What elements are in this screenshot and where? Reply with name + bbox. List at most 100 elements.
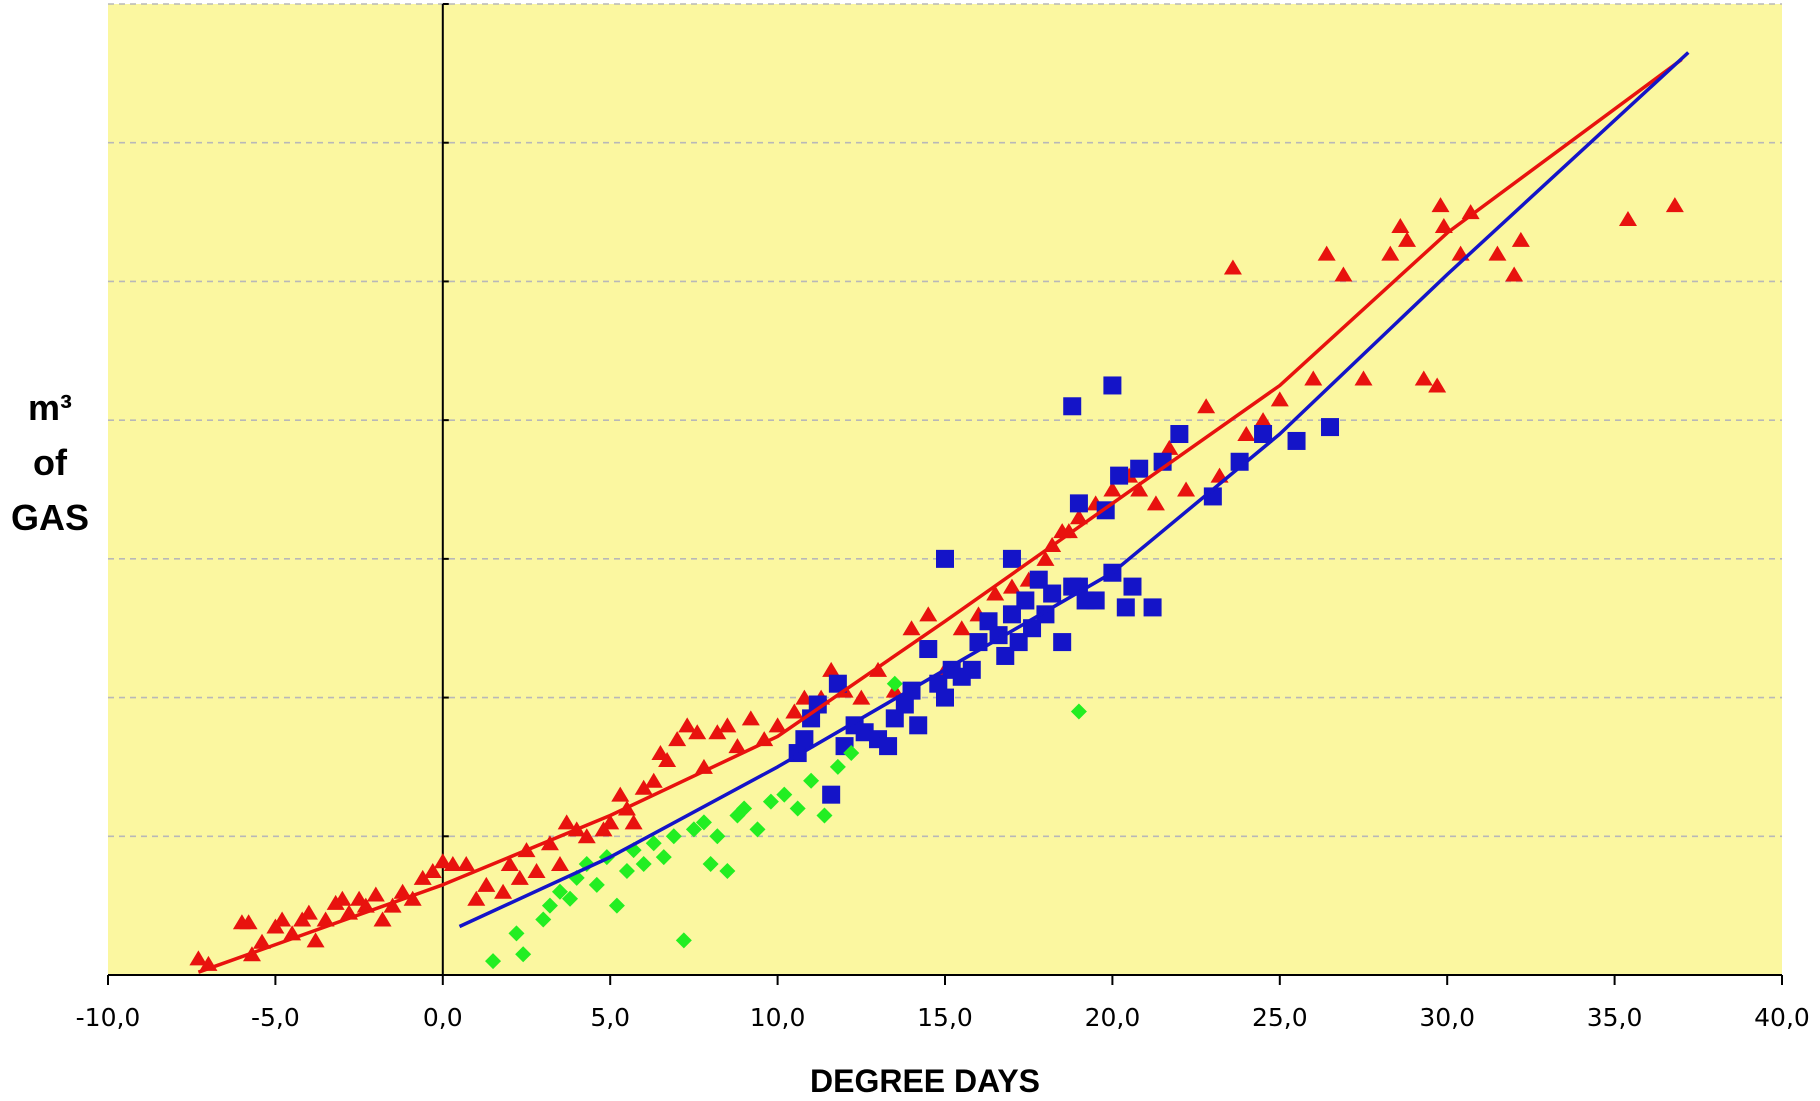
x-tick-label: 20,0 [1085,1003,1141,1032]
square-point [1069,494,1088,513]
x-tick-label: 10,0 [750,1003,806,1032]
triangle-point [902,620,921,636]
triangle-point [366,886,385,902]
square-point [1063,397,1082,416]
diamond-point [776,786,793,803]
triangle-point [1130,481,1149,497]
square-point [1053,633,1072,652]
square-point [979,612,998,631]
triangle-point [768,717,787,733]
x-tick-label: 40,0 [1754,1003,1810,1032]
triangle-point [306,932,325,948]
fit-line-red [197,58,1683,974]
diamond-point [588,876,605,893]
square-point [1116,598,1135,617]
triangle-point [413,869,432,885]
triangle-point [728,738,747,754]
x-tick-label: -5,0 [251,1003,300,1032]
square-point [1321,418,1340,437]
x-tick-label: 0,0 [423,1003,463,1032]
square-point [909,716,928,735]
triangle-point [1414,370,1433,386]
square-point [1123,577,1142,596]
triangle-point [741,710,760,726]
triangle-point [1461,204,1480,220]
triangle-point [1254,412,1273,428]
triangle-point [443,856,462,872]
square-point [1143,598,1162,617]
triangle-point [500,856,519,872]
triangle-point [433,853,452,869]
y-axis-label-line-3: GAS [10,497,89,538]
triangle-point [611,786,630,802]
triangle-point [467,890,486,906]
triangle-point [1428,377,1447,393]
triangle-point [822,661,841,677]
triangle-point [1146,495,1165,511]
diamond-point [535,911,552,928]
x-tick-label: 25,0 [1252,1003,1308,1032]
triangle-point [601,814,620,830]
square-point [1016,591,1035,610]
diamond-point [702,856,719,873]
square-point [885,709,904,728]
triangle-point [1270,391,1289,407]
triangle-point [1665,197,1684,213]
triangle-point [1036,550,1055,566]
triangle-point [403,890,422,906]
triangle-point [1381,245,1400,261]
y-axis-label: m³ of GAS [0,380,100,545]
square-point [1043,584,1062,603]
diamond-point [816,807,833,824]
y-axis-label-line-1: m³ [28,387,72,428]
triangle-point [577,828,596,844]
x-tick-label: 5,0 [590,1003,630,1032]
diamond-point [749,821,766,838]
diamond-point [695,814,712,831]
triangle-point [1059,523,1078,539]
x-tick-label: -10,0 [76,1003,141,1032]
triangle-point [952,620,971,636]
square-point [1002,549,1021,568]
triangle-point [688,724,707,740]
triangle-point [658,751,677,767]
diamond-point [709,828,726,845]
square-point [919,640,938,659]
triangle-point [316,911,335,927]
triangle-point [1434,217,1453,233]
triangle-point [1002,578,1021,594]
square-point [795,730,814,749]
triangle-point [1618,211,1637,227]
y-axis-label-line-2: of [33,442,67,483]
triangle-point [299,904,318,920]
diamond-point [645,835,662,852]
triangle-point [718,717,737,733]
triangle-point [1398,231,1417,247]
diamond-point [508,925,525,942]
triangle-point [527,862,546,878]
triangle-point [189,950,208,966]
diamond-point [886,675,903,692]
triangle-point [668,731,687,747]
diamond-point [719,862,736,879]
triangle-point [373,911,392,927]
plot-background [108,4,1782,975]
triangle-point [540,835,559,851]
triangle-point [1223,259,1242,275]
diamond-point [1070,703,1087,720]
diamond-point [541,897,558,914]
triangle-point [253,933,272,949]
x-tick-label: 15,0 [917,1003,973,1032]
x-axis-label: DEGREE DAYS [810,1063,1040,1099]
diamond-point [675,932,692,949]
triangle-point [852,689,871,705]
square-point [1002,605,1021,624]
triangle-point [477,876,496,892]
triangle-point [1354,370,1373,386]
x-tick-label: 30,0 [1419,1003,1475,1032]
square-point [1287,431,1306,450]
square-point [1110,466,1129,485]
square-point [929,674,948,693]
square-point [895,695,914,714]
diamond-point [551,883,568,900]
